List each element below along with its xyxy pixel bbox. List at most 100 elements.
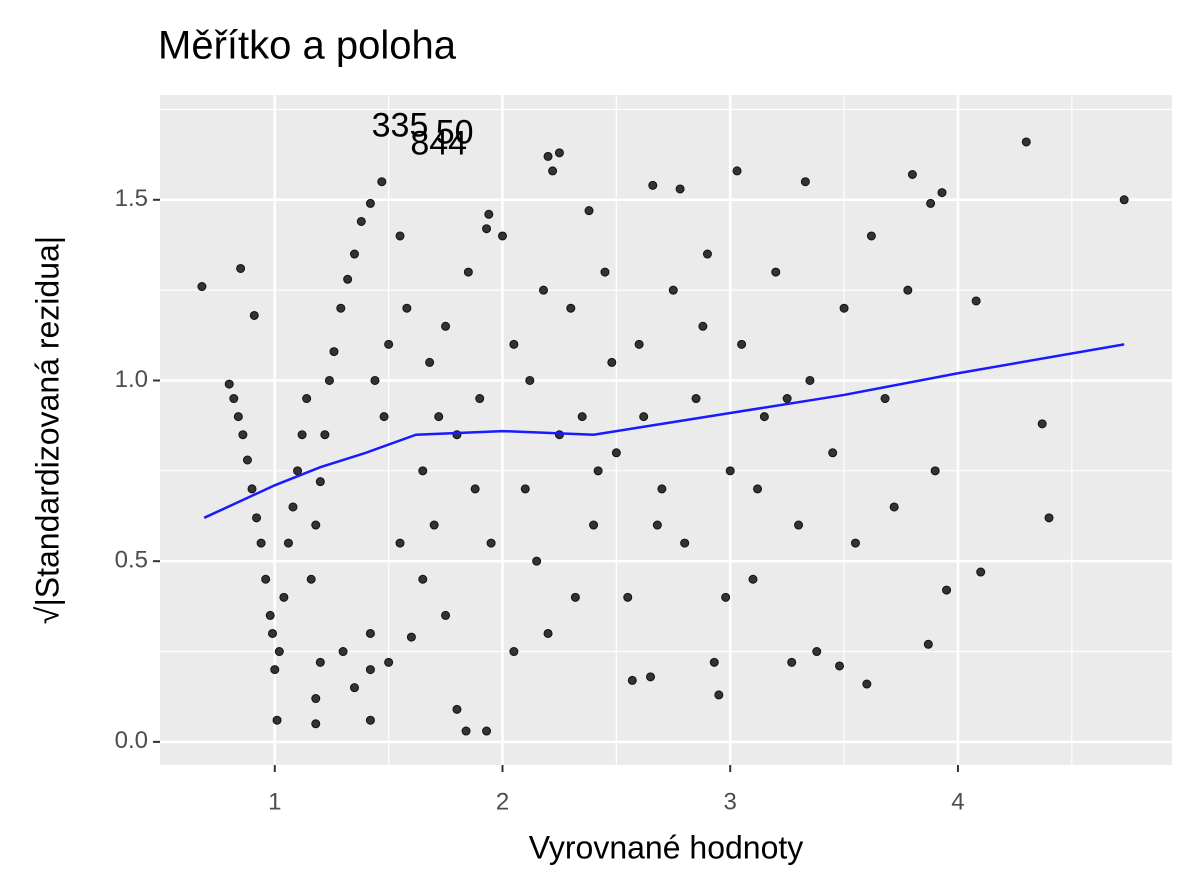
point [570,592,580,602]
point [315,657,325,667]
point [267,628,277,638]
point [497,231,507,241]
point [880,394,890,404]
point [753,484,763,494]
point [509,647,519,657]
point [233,412,243,422]
point [379,412,389,422]
point [835,661,845,671]
point [623,592,633,602]
point [646,672,656,682]
point [463,267,473,277]
point [434,412,444,422]
point [365,665,375,675]
point [247,484,257,494]
point [486,538,496,548]
point [252,513,262,523]
point [324,375,334,385]
point [279,592,289,602]
point [315,477,325,487]
y-tick-label: 0.0 [115,727,148,754]
point [441,321,451,331]
y-tick-label: 1.0 [115,366,148,393]
point [584,206,594,216]
point [406,632,416,642]
point [721,592,731,602]
point [554,148,564,158]
point [349,683,359,693]
point [338,647,348,657]
point [702,249,712,259]
y-axis-label: √|Standardizovaná rezidua| [29,236,65,624]
point [675,184,685,194]
point [1037,419,1047,429]
point [452,704,462,714]
point [402,303,412,313]
point [365,198,375,208]
point [311,520,321,530]
point [782,394,792,404]
y-tick-label: 0.5 [115,547,148,574]
point [639,412,649,422]
point [812,647,822,657]
point [349,249,359,259]
point [903,285,913,295]
point [942,585,952,595]
point [634,339,644,349]
point [293,466,303,476]
point [709,657,719,667]
point [1119,195,1129,205]
point [907,170,917,180]
point [261,574,271,584]
point [800,177,810,187]
point [732,166,742,176]
point [657,484,667,494]
point [548,166,558,176]
point [484,209,494,219]
annotation: 335 [372,107,429,145]
point [224,379,234,389]
x-tick-label: 1 [268,788,281,815]
point [336,303,346,313]
point [441,610,451,620]
point [384,339,394,349]
panel [160,95,1172,765]
point [668,285,678,295]
point [600,267,610,277]
point [365,715,375,725]
point [274,647,284,657]
point [429,520,439,530]
point [532,556,542,566]
point [737,339,747,349]
point [839,303,849,313]
point [272,715,282,725]
point [425,357,435,367]
smooth-line [203,343,1125,519]
point [976,567,986,577]
point [794,520,804,530]
point [418,466,428,476]
point [395,231,405,241]
point [930,466,940,476]
point [866,231,876,241]
x-tick-label: 3 [724,788,737,815]
point [805,375,815,385]
point [828,448,838,458]
x-tick-label: 4 [951,788,964,815]
point [320,430,330,440]
point [509,339,519,349]
point [566,303,576,313]
chart-title: Měřítko a poloha [158,24,457,68]
point [787,657,797,667]
point [302,394,312,404]
point [691,394,701,404]
point [238,430,248,440]
point [242,455,252,465]
point [311,694,321,704]
point [256,538,266,548]
point [543,151,553,161]
point [850,538,860,548]
